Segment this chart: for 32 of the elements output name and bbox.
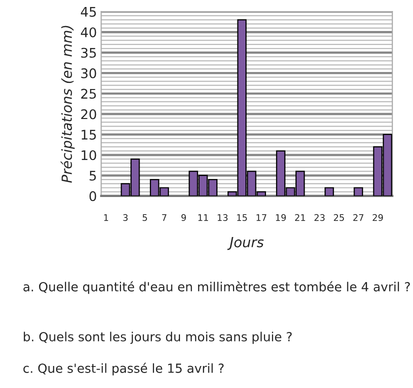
x-tick-label: 27	[353, 214, 364, 221]
x-tick-label: 15	[237, 214, 247, 221]
bar	[354, 187, 364, 196]
x-tick-label: 29	[372, 214, 383, 221]
x-tick-label: 25	[334, 214, 344, 221]
y-tick-label: 10	[82, 150, 96, 160]
x-tick-label: 13	[218, 214, 228, 221]
x-axis-title: Jours	[227, 237, 264, 250]
y-tick-label: 30	[81, 68, 96, 78]
x-tick-label: 23	[314, 214, 325, 221]
y-tick-label: 40	[80, 27, 96, 38]
y-tick-label: 0	[89, 191, 96, 202]
bar	[324, 187, 334, 196]
x-tick-label: 19	[276, 214, 286, 221]
x-tick-label: 7	[162, 214, 166, 221]
x-tick-label: 9	[181, 214, 186, 221]
x-tick-label: 1	[104, 214, 108, 221]
y-axis-title: Précipitations (en mm)	[60, 26, 75, 183]
text: b. Quels sont les jours du mois sans pluie ?	[24, 332, 292, 344]
y-tick-label: 25	[81, 88, 96, 99]
x-tick-label: 3	[123, 214, 128, 221]
y-tick-label: 35	[81, 48, 96, 58]
y-tick-label: 15	[82, 130, 96, 140]
text: a. Quelle quantité d'eau en millimètres est tombée le 4 avril ?	[23, 281, 410, 294]
text: c. Que s'est-il passé le 15 avril ?	[23, 362, 224, 376]
y-tick-label: 45	[80, 7, 96, 17]
y-tick-label: 5	[90, 170, 96, 181]
x-tick-label: 21	[295, 214, 306, 221]
y-tick-label: 20	[81, 109, 96, 120]
x-tick-label: 5	[142, 214, 147, 221]
x-tick-label: 11	[198, 214, 208, 221]
x-tick-label: 17	[256, 214, 266, 221]
